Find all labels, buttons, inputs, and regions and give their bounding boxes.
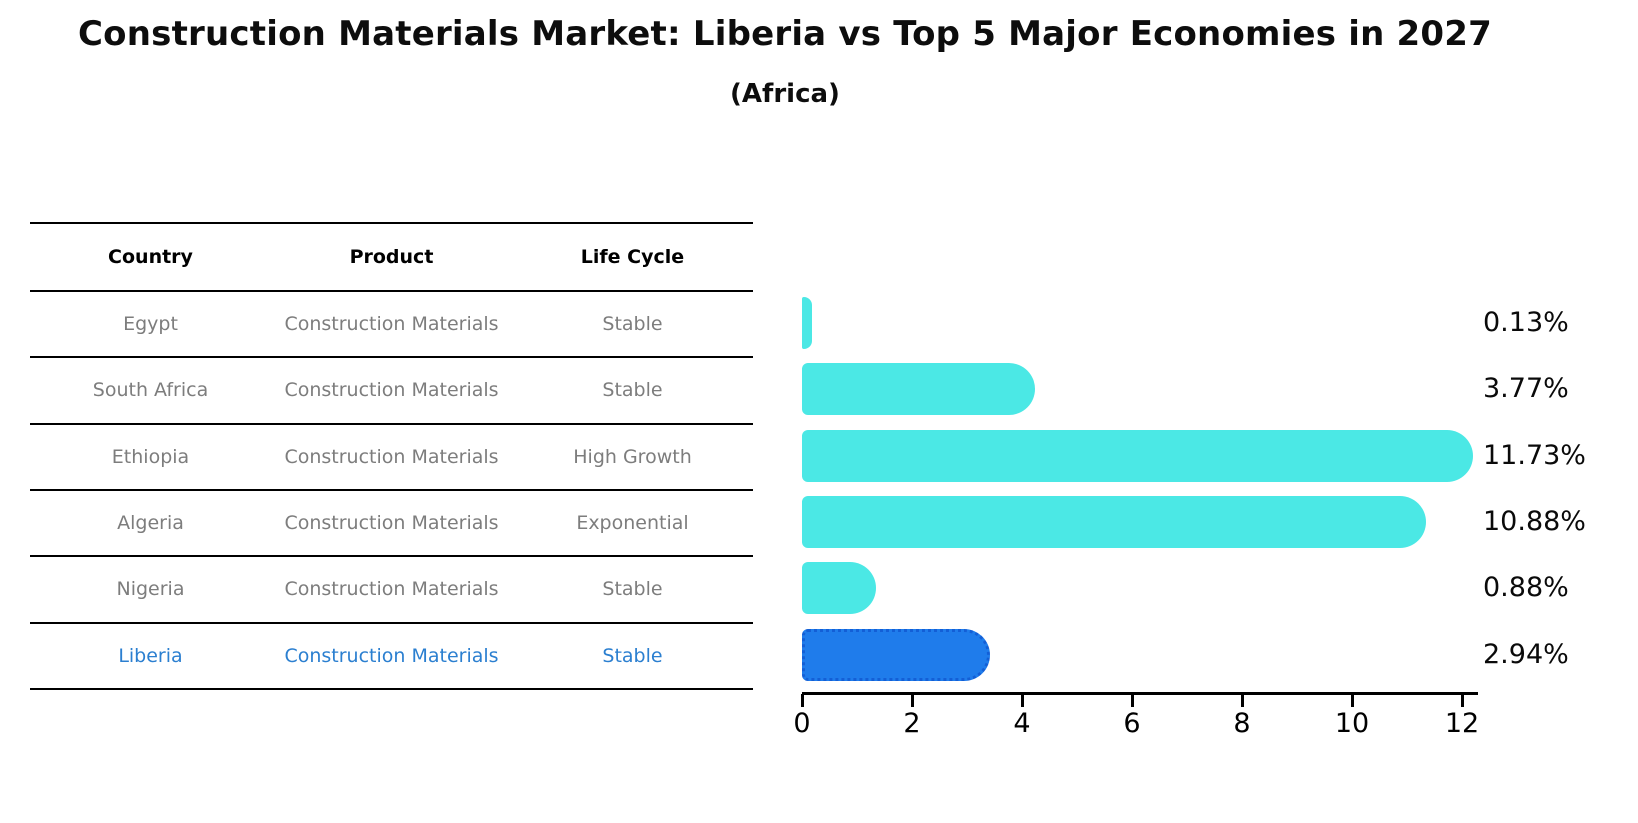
chart-bar-liberia <box>802 628 990 681</box>
table-row: Liberia Construction Materials Stable <box>30 624 753 690</box>
bar-value-label: 0.13% <box>1483 307 1569 339</box>
table-cell-life-cycle: Exponential <box>576 512 689 535</box>
table-cell-life-cycle: Stable <box>602 379 663 402</box>
table-cell-country: Algeria <box>117 512 184 535</box>
table-cell-country: Egypt <box>123 313 178 336</box>
table-cell-country: South Africa <box>92 379 209 402</box>
x-axis-tick <box>801 694 804 707</box>
table-cell-product: Construction Materials <box>284 445 499 468</box>
table-header-life-cycle: Life Cycle <box>580 246 685 268</box>
table-header-country: Country <box>108 246 193 268</box>
x-axis-tick <box>1021 694 1024 707</box>
x-axis-tick <box>911 694 914 707</box>
table-cell-product: Construction Materials <box>284 512 499 535</box>
table-row: Algeria Construction Materials Exponential <box>30 491 753 558</box>
x-axis-tick-label: 2 <box>903 708 921 739</box>
bar-value-label: 2.94% <box>1483 638 1569 670</box>
table-cell-country: Liberia <box>118 644 183 667</box>
chart-bar-ethiopia <box>802 429 1474 482</box>
bar-value-label: 10.88% <box>1483 506 1586 538</box>
table-row: Egypt Construction Materials Stable <box>30 292 753 359</box>
bar-value-label: 0.88% <box>1483 572 1569 604</box>
x-axis-tick-label: 10 <box>1334 708 1370 739</box>
table-row: Ethiopia Construction Materials High Growt… <box>30 425 753 491</box>
country-info-table: Country Product Life Cycle Egypt Constructio… <box>30 222 753 690</box>
x-axis-tick-label: 12 <box>1444 708 1480 739</box>
bar-value-label: 3.77% <box>1483 373 1569 405</box>
table-header-row: Country Product Life Cycle <box>30 224 753 292</box>
table-cell-product: Construction Materials <box>284 644 499 667</box>
x-axis-tick-label: 6 <box>1123 708 1141 739</box>
chart-bar-egypt <box>802 297 813 350</box>
x-axis-line <box>802 692 1478 695</box>
table-cell-product: Construction Materials <box>284 379 499 402</box>
table-cell-country: Nigeria <box>116 578 185 601</box>
x-axis-tick <box>1461 694 1464 707</box>
table-cell-product: Construction Materials <box>284 578 499 601</box>
table-cell-life-cycle: Stable <box>602 313 663 336</box>
table-cell-country: Ethiopia <box>111 445 190 468</box>
x-axis-tick <box>1351 694 1354 707</box>
page-subtitle: (Africa) <box>730 79 840 109</box>
table-cell-life-cycle: Stable <box>602 644 663 667</box>
bar-value-label: 11.73% <box>1483 439 1586 471</box>
chart-bar-algeria <box>802 496 1427 549</box>
table-cell-product: Construction Materials <box>284 313 499 336</box>
x-axis-tick-label: 0 <box>793 708 811 739</box>
chart-bar-south-africa <box>802 363 1036 416</box>
table-cell-life-cycle: High Growth <box>573 445 692 468</box>
page-title: Construction Materials Market: Liberia v… <box>78 14 1492 54</box>
x-axis-tick-label: 4 <box>1013 708 1031 739</box>
x-axis-tick <box>1131 694 1134 707</box>
table-row: South Africa Construction Materials Stable <box>30 358 753 425</box>
table-header-product: Product <box>349 246 434 268</box>
table-row: Nigeria Construction Materials Stable <box>30 557 753 624</box>
x-axis-tick <box>1241 694 1244 707</box>
table-cell-life-cycle: Stable <box>602 578 663 601</box>
chart-bar-nigeria <box>802 562 877 615</box>
x-axis-tick-label: 8 <box>1233 708 1251 739</box>
